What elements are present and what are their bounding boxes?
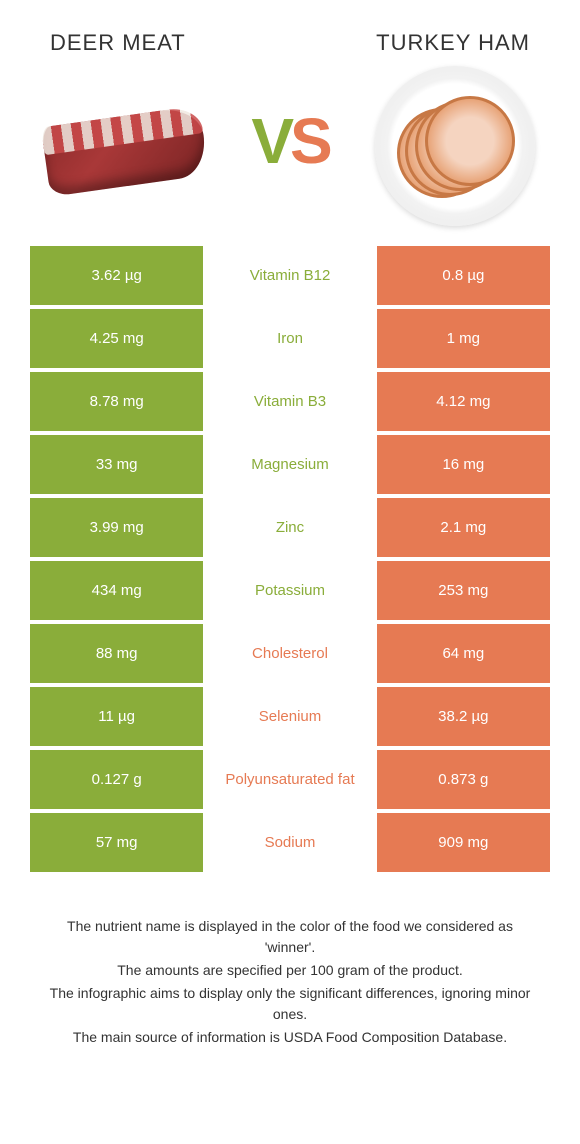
right-value-cell: 0.8 µg <box>377 246 550 305</box>
left-value-cell: 88 mg <box>30 624 203 683</box>
left-value-cell: 57 mg <box>30 813 203 872</box>
right-value-cell: 64 mg <box>377 624 550 683</box>
table-row: 33 mgMagnesium16 mg <box>30 435 550 494</box>
table-row: 4.25 mgIron1 mg <box>30 309 550 368</box>
vs-s: S <box>290 105 329 177</box>
left-value-cell: 3.99 mg <box>30 498 203 557</box>
nutrient-label-cell: Vitamin B12 <box>203 246 376 305</box>
left-value-cell: 8.78 mg <box>30 372 203 431</box>
nutrient-label-cell: Iron <box>203 309 376 368</box>
nutrient-label-cell: Polyunsaturated fat <box>203 750 376 809</box>
table-row: 434 mgPotassium253 mg <box>30 561 550 620</box>
nutrient-label-cell: Potassium <box>203 561 376 620</box>
nutrient-table: 3.62 µgVitamin B120.8 µg4.25 mgIron1 mg8… <box>20 246 560 872</box>
nutrient-label-cell: Magnesium <box>203 435 376 494</box>
footer-line: The infographic aims to display only the… <box>40 983 540 1025</box>
footer-line: The main source of information is USDA F… <box>40 1027 540 1048</box>
left-food-image <box>30 76 220 216</box>
right-food-image <box>360 76 550 216</box>
right-food-title: TURKEY HAM <box>376 30 530 56</box>
right-value-cell: 0.873 g <box>377 750 550 809</box>
footer-notes: The nutrient name is displayed in the co… <box>20 876 560 1048</box>
nutrient-label-cell: Selenium <box>203 687 376 746</box>
right-value-cell: 909 mg <box>377 813 550 872</box>
table-row: 3.99 mgZinc2.1 mg <box>30 498 550 557</box>
footer-line: The amounts are specified per 100 gram o… <box>40 960 540 981</box>
nutrient-label-cell: Sodium <box>203 813 376 872</box>
left-value-cell: 4.25 mg <box>30 309 203 368</box>
nutrient-label-cell: Cholesterol <box>203 624 376 683</box>
table-row: 88 mgCholesterol64 mg <box>30 624 550 683</box>
left-value-cell: 3.62 µg <box>30 246 203 305</box>
left-value-cell: 33 mg <box>30 435 203 494</box>
table-row: 8.78 mgVitamin B34.12 mg <box>30 372 550 431</box>
deer-meat-icon <box>40 96 210 196</box>
right-value-cell: 2.1 mg <box>377 498 550 557</box>
right-value-cell: 253 mg <box>377 561 550 620</box>
right-value-cell: 16 mg <box>377 435 550 494</box>
table-row: 11 µgSelenium38.2 µg <box>30 687 550 746</box>
right-value-cell: 1 mg <box>377 309 550 368</box>
vs-label: VS <box>251 104 328 178</box>
table-row: 0.127 gPolyunsaturated fat0.873 g <box>30 750 550 809</box>
right-value-cell: 4.12 mg <box>377 372 550 431</box>
left-value-cell: 11 µg <box>30 687 203 746</box>
left-value-cell: 434 mg <box>30 561 203 620</box>
right-value-cell: 38.2 µg <box>377 687 550 746</box>
table-row: 57 mgSodium909 mg <box>30 813 550 872</box>
left-food-title: DEER MEAT <box>50 30 186 56</box>
left-value-cell: 0.127 g <box>30 750 203 809</box>
footer-line: The nutrient name is displayed in the co… <box>40 916 540 958</box>
nutrient-label-cell: Vitamin B3 <box>203 372 376 431</box>
vs-v: V <box>251 105 290 177</box>
turkey-ham-icon <box>375 66 535 226</box>
images-row: VS <box>20 76 560 246</box>
nutrient-label-cell: Zinc <box>203 498 376 557</box>
table-row: 3.62 µgVitamin B120.8 µg <box>30 246 550 305</box>
